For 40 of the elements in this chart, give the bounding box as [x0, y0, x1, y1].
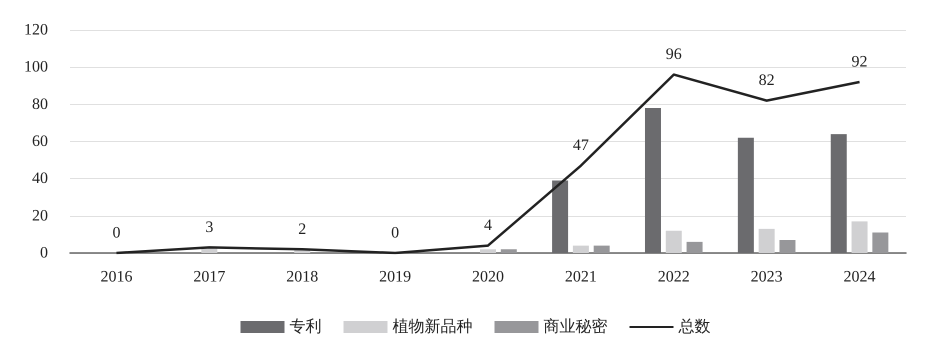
y-tick-label: 40	[32, 170, 48, 188]
bar	[852, 221, 868, 253]
bar	[872, 232, 888, 253]
bar	[572, 246, 589, 253]
data-label: 0	[391, 224, 400, 242]
legend-label: 植物新品种	[392, 318, 472, 336]
data-label: 82	[758, 72, 775, 90]
bar	[686, 242, 703, 253]
bar	[758, 228, 775, 253]
y-tick-label: 0	[40, 244, 48, 262]
data-label: 2	[298, 220, 306, 238]
x-tick-label: 2020	[472, 268, 504, 286]
legend-label: 专利	[290, 318, 322, 336]
x-tick-label: 2023	[750, 268, 783, 286]
bar	[480, 249, 496, 253]
data-label: 92	[852, 54, 868, 71]
bar	[594, 246, 610, 253]
x-tick-label: 2019	[379, 268, 412, 286]
y-tick-label: 80	[32, 96, 48, 113]
legend-label: 总数	[678, 318, 710, 336]
y-tick-label: 100	[24, 58, 48, 76]
bar	[779, 240, 796, 253]
y-tick-label: 60	[32, 133, 48, 150]
x-tick-label: 2016	[100, 268, 132, 286]
bar	[500, 249, 517, 253]
legend-label: 商业秘密	[544, 318, 608, 336]
data-label: 4	[484, 217, 492, 234]
bar	[666, 230, 682, 253]
data-label: 0	[112, 224, 120, 242]
x-tick-label: 2017	[193, 268, 226, 286]
x-tick-label: 2022	[658, 268, 690, 286]
x-tick-label: 2021	[564, 268, 597, 286]
x-tick-label: 2018	[286, 268, 318, 286]
data-label: 3	[205, 218, 214, 236]
y-tick-label: 20	[32, 207, 48, 224]
y-tick-label: 120	[24, 22, 48, 38]
data-label: 47	[572, 137, 589, 154]
data-label: 96	[666, 46, 682, 64]
line-series	[115, 73, 861, 254]
x-tick-label: 2024	[844, 268, 876, 286]
